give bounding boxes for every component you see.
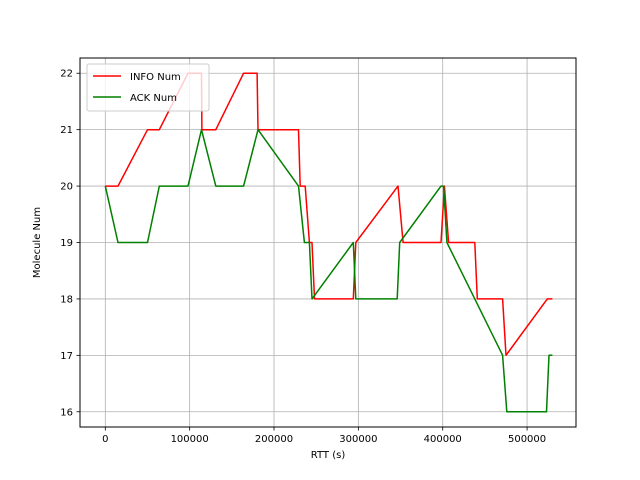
y-tick-label: 17	[60, 351, 73, 362]
x-tick-label: 400000	[424, 434, 462, 445]
y-tick-label: 21	[60, 125, 73, 136]
series-line-ack-num	[104, 128, 553, 413]
ticks: 0 100000 200000 300000 400000 500000 16 17 18 19 2…	[60, 69, 546, 445]
y-tick-label: 16	[60, 407, 73, 418]
y-tick-label: 20	[60, 182, 73, 193]
y-tick-label: 18	[60, 294, 73, 305]
y-axis-label: Molecule Num	[32, 207, 43, 278]
x-tick-label: 500000	[508, 434, 546, 445]
x-axis-label: RTT (s)	[311, 450, 346, 461]
legend-label-info-num: INFO Num	[130, 72, 181, 83]
y-tick-label: 22	[60, 69, 73, 80]
x-tick-label: 0	[102, 434, 108, 445]
legend-label-ack-num: ACK Num	[130, 93, 177, 104]
y-tick-label: 19	[60, 238, 73, 249]
series-line-info-num	[105, 72, 553, 357]
x-tick-label: 100000	[171, 434, 209, 445]
x-tick-label: 300000	[339, 434, 377, 445]
legend: INFO Num ACK Num	[86, 63, 210, 112]
x-tick-label: 200000	[255, 434, 293, 445]
grid	[80, 58, 576, 427]
